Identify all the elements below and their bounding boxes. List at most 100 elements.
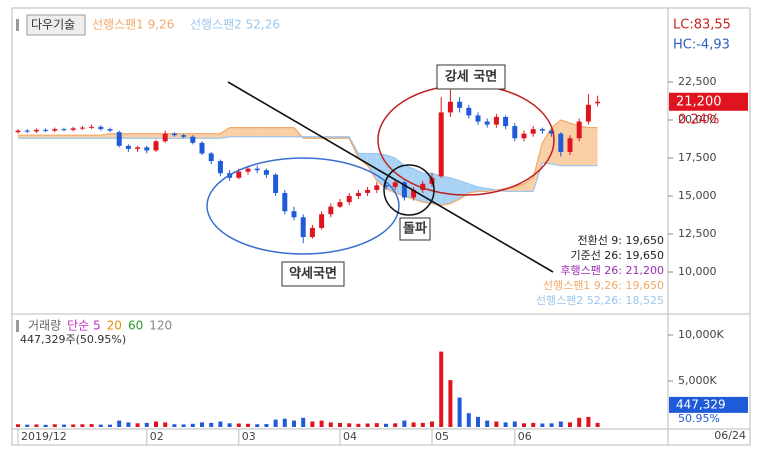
volume-bar bbox=[209, 422, 214, 427]
candle-body bbox=[116, 132, 122, 146]
candle-body bbox=[79, 127, 85, 129]
hc-label: HC:-4,93 bbox=[673, 38, 730, 53]
candle-body bbox=[346, 196, 352, 203]
volume-bar bbox=[347, 423, 352, 427]
indicator-label: 전환선 9: 19,650 bbox=[577, 234, 664, 247]
candle-body bbox=[208, 153, 214, 162]
frame bbox=[11, 7, 751, 446]
indicator-label: 후행스팬 26: 21,200 bbox=[560, 264, 664, 277]
cloud bbox=[45, 135, 55, 139]
volume-bar bbox=[595, 422, 600, 427]
y-tick-label: 20,000 bbox=[678, 113, 717, 126]
volume-bar bbox=[549, 423, 554, 427]
volume-bar bbox=[356, 423, 361, 427]
candle-body bbox=[365, 189, 371, 193]
volume-bar bbox=[319, 420, 324, 427]
cloud bbox=[468, 183, 478, 193]
volume-bar bbox=[301, 417, 306, 427]
candle-body bbox=[300, 217, 306, 238]
candle-body bbox=[236, 171, 242, 178]
candle-body bbox=[374, 185, 380, 190]
candle-body bbox=[493, 116, 499, 125]
volume-bar bbox=[89, 424, 94, 427]
candle-body bbox=[539, 129, 545, 131]
y-tick-label: 15,000 bbox=[678, 189, 717, 202]
candle-body bbox=[24, 130, 30, 132]
candle-body bbox=[263, 170, 269, 175]
span1-line bbox=[18, 119, 598, 206]
volume-bar bbox=[494, 421, 499, 427]
candle-body bbox=[420, 183, 426, 190]
cloud bbox=[257, 127, 267, 137]
cloud bbox=[73, 135, 83, 139]
volume-legend: 60 bbox=[128, 319, 143, 333]
candle-body bbox=[576, 121, 582, 139]
volume-bar bbox=[402, 420, 407, 427]
volume-bar bbox=[16, 424, 20, 427]
volume-bar bbox=[282, 418, 287, 427]
price-plot bbox=[15, 89, 601, 244]
cloud bbox=[137, 133, 147, 139]
candle-body bbox=[521, 133, 527, 139]
volume-bar bbox=[457, 397, 462, 427]
candle-body bbox=[309, 227, 315, 238]
candle-body bbox=[549, 130, 555, 134]
candle-body bbox=[438, 112, 444, 177]
volume-bar bbox=[52, 424, 57, 427]
volume-bar bbox=[108, 424, 112, 427]
y-tick-label: 10,000K bbox=[678, 328, 724, 341]
volume-bar bbox=[522, 423, 526, 427]
cloud bbox=[238, 127, 248, 137]
indicator-label: 선행스팬2 52,26: 18,525 bbox=[536, 294, 664, 307]
cloud bbox=[505, 186, 515, 192]
volume-summary: 447,329주(50.95%) bbox=[20, 333, 126, 346]
breakout-circle bbox=[383, 164, 435, 216]
x-tick-label: 06 bbox=[518, 430, 532, 443]
candle-body bbox=[107, 129, 113, 131]
x-tick-label: 02 bbox=[150, 430, 164, 443]
cloud bbox=[441, 176, 451, 206]
cloud bbox=[128, 133, 138, 139]
price-tag bbox=[669, 92, 748, 111]
strong-label: 강세 국면 bbox=[445, 69, 497, 85]
volume-bar bbox=[218, 421, 223, 427]
cloud bbox=[18, 135, 28, 139]
stock-box[interactable] bbox=[26, 14, 86, 36]
candle-body bbox=[530, 129, 536, 134]
volume-tag-label: 447,329 bbox=[676, 397, 726, 411]
candle-body bbox=[273, 174, 279, 193]
candle-body bbox=[355, 192, 361, 197]
candle-body bbox=[337, 202, 343, 207]
volume-bar bbox=[71, 424, 76, 427]
volume-bar bbox=[577, 417, 582, 427]
volume-bar bbox=[172, 424, 177, 427]
marker bbox=[16, 19, 19, 31]
volume-bar bbox=[98, 424, 103, 427]
indicator-label: 기준선 26: 19,650 bbox=[570, 249, 664, 262]
volume-bar bbox=[365, 423, 370, 427]
volume-bar bbox=[328, 422, 333, 427]
volume-bar bbox=[264, 424, 269, 427]
span1-legend: 선행스팬1 9,26 bbox=[92, 17, 174, 32]
candle-body bbox=[43, 129, 49, 131]
breakout-label: 돌파 bbox=[403, 222, 427, 237]
candle-body bbox=[567, 138, 573, 152]
volume-tag bbox=[669, 396, 748, 413]
span2-legend: 선행스팬2 52,26 bbox=[190, 17, 280, 32]
volume-bar bbox=[43, 424, 48, 427]
volume-bar bbox=[503, 422, 508, 427]
cloud bbox=[146, 133, 156, 139]
ratio-label: 50.95% bbox=[678, 412, 720, 425]
volume-bar bbox=[338, 422, 342, 427]
volume-bar bbox=[568, 422, 572, 427]
breakout-box bbox=[399, 217, 431, 241]
volume-bar bbox=[485, 420, 490, 427]
candle-body bbox=[125, 145, 131, 149]
cloud bbox=[64, 135, 74, 139]
price-tag-label: 21,200 bbox=[676, 94, 722, 109]
candle-body bbox=[162, 133, 168, 142]
candle-body bbox=[190, 136, 196, 143]
candle-body bbox=[466, 107, 472, 116]
candle-body bbox=[89, 126, 95, 128]
